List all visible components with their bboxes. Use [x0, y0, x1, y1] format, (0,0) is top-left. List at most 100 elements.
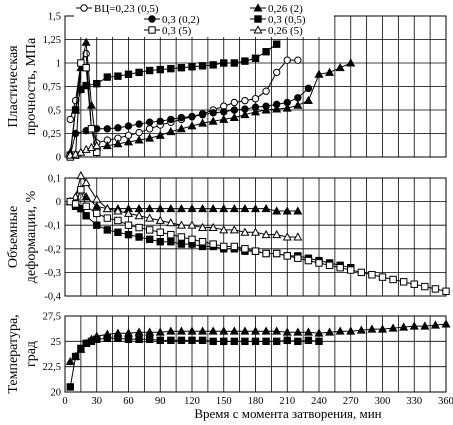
data-point — [294, 337, 302, 346]
data-point — [135, 233, 143, 241]
data-point — [208, 203, 218, 213]
data-point — [114, 228, 122, 236]
data-point — [220, 242, 228, 251]
data-point — [293, 232, 303, 241]
x-tick-label: 330 — [406, 396, 422, 407]
y-tick-label: 0,5 — [48, 106, 61, 117]
series-line — [69, 43, 277, 156]
data-point — [229, 112, 239, 121]
data-point — [113, 328, 123, 337]
data-point — [82, 212, 90, 220]
data-point — [198, 62, 207, 70]
data-point — [198, 222, 208, 232]
data-point — [166, 218, 176, 227]
data-point — [346, 58, 356, 67]
data-point — [220, 108, 228, 116]
series-0-26-5 — [65, 170, 303, 241]
data-point — [293, 100, 303, 109]
data-point — [145, 118, 154, 126]
data-point — [303, 327, 313, 336]
data-point — [167, 115, 175, 124]
data-point — [241, 96, 249, 105]
x-tick-label: 90 — [155, 396, 166, 407]
data-point — [325, 67, 335, 76]
data-point — [156, 65, 164, 74]
data-point — [410, 280, 418, 288]
data-point — [262, 249, 270, 258]
data-point — [272, 206, 282, 215]
data-point — [442, 287, 450, 295]
y-axis-label: Температура, — [6, 314, 21, 393]
data-point — [145, 235, 154, 244]
data-point — [93, 79, 101, 88]
data-point — [155, 130, 165, 139]
data-point — [65, 356, 75, 366]
y-tick-label: 22,5 — [43, 362, 61, 373]
data-point — [76, 344, 86, 353]
data-point — [198, 118, 208, 127]
data-point — [272, 337, 281, 346]
data-point — [102, 329, 112, 338]
data-point — [356, 325, 366, 334]
series-0-3-0-2 — [66, 84, 313, 159]
data-point — [177, 336, 186, 345]
x-axis-label: Время с момента затворения, мин — [194, 406, 381, 421]
data-point — [441, 319, 451, 328]
data-point — [219, 203, 229, 213]
data-point — [251, 95, 260, 103]
data-point — [262, 48, 270, 56]
data-point — [250, 227, 261, 236]
data-point — [167, 230, 175, 239]
data-point — [430, 320, 440, 329]
data-point — [251, 247, 260, 255]
legend-marker — [148, 26, 156, 34]
data-point — [315, 337, 323, 346]
legend: ВЦ=0,23 (0,5) 0,26 (2)0,3 (0,2) 0,3 (0,5)0… — [74, 3, 334, 37]
data-point — [399, 278, 408, 286]
data-point — [187, 203, 197, 213]
data-point — [82, 202, 90, 211]
data-point — [156, 228, 164, 236]
legend-label: 0,26 (5) — [268, 25, 303, 37]
data-point — [124, 221, 133, 229]
y-tick-label: 0 — [56, 197, 61, 208]
data-point — [145, 226, 154, 234]
legend-box — [74, 3, 334, 37]
data-point — [229, 225, 239, 234]
data-point — [325, 261, 334, 270]
data-point — [71, 106, 80, 114]
data-point — [155, 203, 165, 213]
data-point — [145, 203, 155, 213]
y-tick-label: -0,1 — [44, 221, 61, 232]
data-point — [124, 122, 133, 130]
data-point — [251, 54, 260, 62]
data-point — [241, 245, 249, 253]
data-point — [113, 139, 123, 148]
series-0-26-2 — [65, 319, 451, 366]
data-point — [262, 87, 270, 95]
data-point — [283, 252, 291, 260]
data-point — [93, 221, 101, 229]
data-point — [335, 62, 345, 72]
data-point — [261, 326, 271, 335]
data-point — [198, 336, 207, 345]
data-point — [367, 324, 377, 333]
data-point — [166, 326, 176, 335]
data-point — [177, 233, 186, 241]
y-tick-label: 27,5 — [43, 312, 61, 323]
data-point — [347, 266, 355, 274]
data-point — [145, 133, 155, 142]
data-point — [294, 56, 302, 64]
data-point — [176, 203, 186, 213]
data-point — [92, 194, 102, 203]
data-point — [241, 57, 249, 65]
data-point — [420, 321, 430, 330]
data-point — [198, 111, 207, 119]
data-point — [77, 59, 85, 67]
legend-item: 0,26 (2) — [250, 3, 303, 15]
data-point — [167, 336, 175, 345]
y-tick-label: 1,5 — [48, 12, 61, 23]
data-point — [304, 84, 313, 93]
data-point — [87, 125, 96, 133]
